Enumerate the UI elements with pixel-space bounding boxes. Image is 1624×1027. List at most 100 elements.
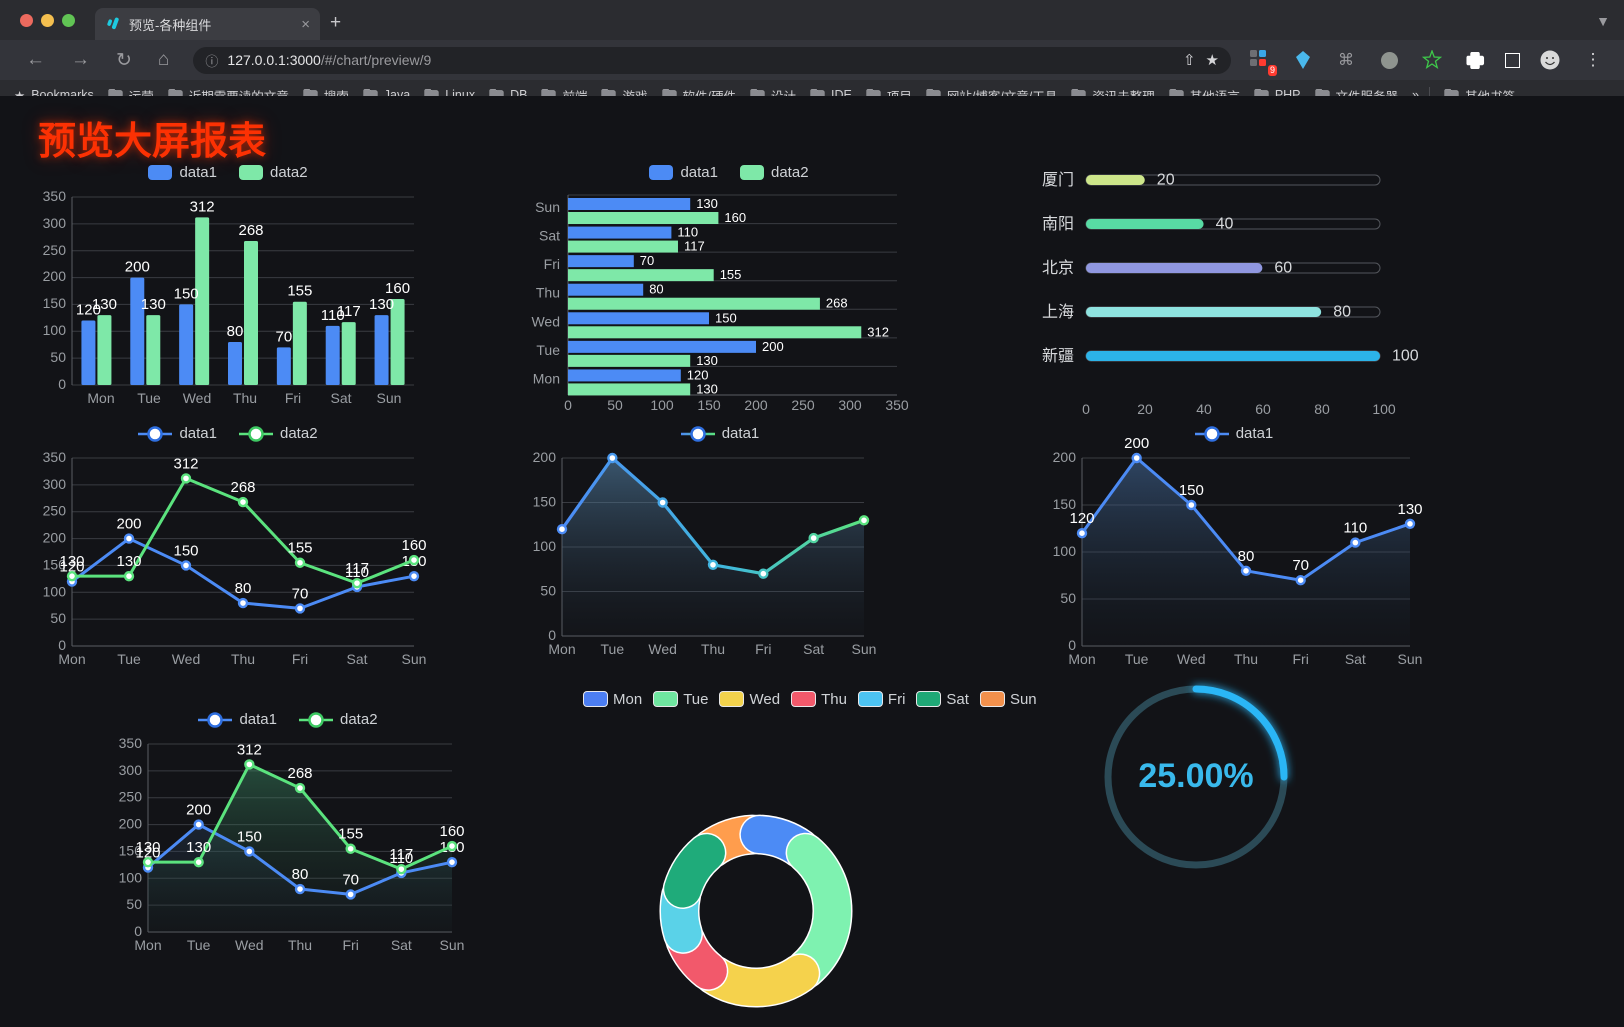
- svg-text:Fri: Fri: [292, 651, 308, 667]
- svg-text:Wed: Wed: [183, 390, 212, 406]
- svg-text:80: 80: [292, 866, 309, 883]
- svg-text:300: 300: [838, 397, 862, 413]
- svg-text:50: 50: [50, 349, 66, 365]
- svg-text:70: 70: [640, 253, 654, 268]
- svg-text:Sat: Sat: [346, 651, 367, 667]
- svg-text:南阳: 南阳: [1042, 215, 1074, 233]
- svg-text:Mon: Mon: [134, 937, 161, 953]
- svg-text:200: 200: [1053, 449, 1077, 465]
- svg-text:130: 130: [141, 296, 166, 313]
- svg-text:200: 200: [744, 397, 768, 413]
- svg-text:Thu: Thu: [231, 651, 255, 667]
- svg-text:20: 20: [1157, 172, 1175, 189]
- svg-text:100: 100: [119, 869, 143, 885]
- svg-text:117: 117: [684, 239, 705, 254]
- svg-text:350: 350: [885, 397, 909, 413]
- svg-text:130: 130: [92, 296, 117, 313]
- svg-text:312: 312: [173, 455, 198, 472]
- svg-text:Tue: Tue: [117, 651, 141, 667]
- svg-text:130: 130: [59, 553, 84, 570]
- svg-text:50: 50: [50, 610, 66, 626]
- svg-text:268: 268: [230, 479, 255, 496]
- svg-text:Thu: Thu: [536, 285, 560, 301]
- svg-text:50: 50: [1060, 590, 1076, 606]
- svg-text:Mon: Mon: [58, 651, 85, 667]
- svg-text:200: 200: [43, 530, 67, 546]
- svg-text:250: 250: [119, 789, 143, 805]
- svg-text:200: 200: [1124, 435, 1149, 452]
- svg-text:Tue: Tue: [187, 937, 211, 953]
- svg-text:130: 130: [696, 196, 718, 211]
- svg-text:250: 250: [791, 397, 815, 413]
- svg-text:Wed: Wed: [648, 641, 677, 657]
- svg-text:70: 70: [342, 871, 359, 888]
- svg-text:200: 200: [43, 268, 67, 284]
- svg-text:200: 200: [125, 259, 150, 276]
- svg-text:150: 150: [1179, 482, 1204, 499]
- svg-text:Thu: Thu: [288, 937, 312, 953]
- svg-text:Mon: Mon: [87, 390, 114, 406]
- svg-text:70: 70: [276, 328, 293, 345]
- svg-text:80: 80: [649, 282, 663, 297]
- svg-text:40: 40: [1216, 216, 1234, 233]
- svg-text:268: 268: [238, 222, 263, 239]
- svg-text:Fri: Fri: [343, 937, 359, 953]
- svg-text:Fri: Fri: [285, 390, 301, 406]
- svg-text:Sat: Sat: [391, 937, 412, 953]
- svg-text:100: 100: [43, 322, 67, 338]
- svg-text:200: 200: [762, 339, 784, 354]
- svg-text:200: 200: [116, 516, 141, 533]
- svg-text:Tue: Tue: [137, 390, 161, 406]
- svg-text:300: 300: [119, 762, 143, 778]
- svg-text:155: 155: [338, 826, 363, 843]
- svg-text:80: 80: [227, 323, 244, 340]
- svg-text:312: 312: [190, 198, 215, 215]
- svg-text:Tue: Tue: [536, 342, 560, 358]
- svg-text:250: 250: [43, 242, 67, 258]
- svg-text:Wed: Wed: [531, 313, 560, 329]
- svg-text:110: 110: [677, 225, 698, 240]
- svg-text:50: 50: [126, 896, 142, 912]
- svg-text:Mon: Mon: [533, 370, 560, 386]
- svg-text:Tue: Tue: [601, 641, 625, 657]
- svg-text:150: 150: [174, 285, 199, 302]
- svg-text:120: 120: [1069, 510, 1094, 527]
- svg-text:160: 160: [385, 280, 410, 297]
- svg-text:350: 350: [43, 188, 67, 204]
- svg-text:200: 200: [186, 802, 211, 819]
- svg-text:Sun: Sun: [377, 390, 402, 406]
- svg-text:20: 20: [1137, 401, 1153, 417]
- svg-text:150: 150: [697, 397, 721, 413]
- svg-text:上海: 上海: [1042, 303, 1074, 321]
- svg-text:130: 130: [135, 839, 160, 856]
- svg-text:Tue: Tue: [1125, 651, 1149, 667]
- svg-text:120: 120: [687, 367, 709, 382]
- svg-text:312: 312: [867, 324, 889, 339]
- svg-text:155: 155: [287, 283, 312, 300]
- svg-text:250: 250: [43, 503, 67, 519]
- svg-text:150: 150: [173, 542, 198, 559]
- svg-text:Sat: Sat: [803, 641, 824, 657]
- svg-text:Mon: Mon: [548, 641, 575, 657]
- svg-text:117: 117: [337, 303, 361, 320]
- svg-text:100: 100: [650, 397, 674, 413]
- svg-text:0: 0: [58, 376, 66, 392]
- svg-text:150: 150: [715, 310, 737, 325]
- svg-text:新疆: 新疆: [1042, 347, 1074, 365]
- svg-text:北京: 北京: [1042, 259, 1074, 277]
- svg-text:268: 268: [826, 296, 848, 311]
- svg-text:130: 130: [696, 353, 718, 368]
- svg-text:Sat: Sat: [539, 228, 560, 244]
- svg-text:Fri: Fri: [544, 256, 560, 272]
- svg-text:80: 80: [1314, 401, 1330, 417]
- svg-text:300: 300: [43, 476, 67, 492]
- svg-text:50: 50: [540, 583, 556, 599]
- svg-text:Fri: Fri: [1293, 651, 1309, 667]
- svg-text:40: 40: [1196, 401, 1212, 417]
- svg-text:60: 60: [1274, 260, 1292, 277]
- svg-text:Wed: Wed: [172, 651, 201, 667]
- svg-text:70: 70: [292, 585, 309, 602]
- svg-text:350: 350: [119, 735, 143, 751]
- svg-text:160: 160: [724, 210, 746, 225]
- svg-text:117: 117: [345, 560, 369, 577]
